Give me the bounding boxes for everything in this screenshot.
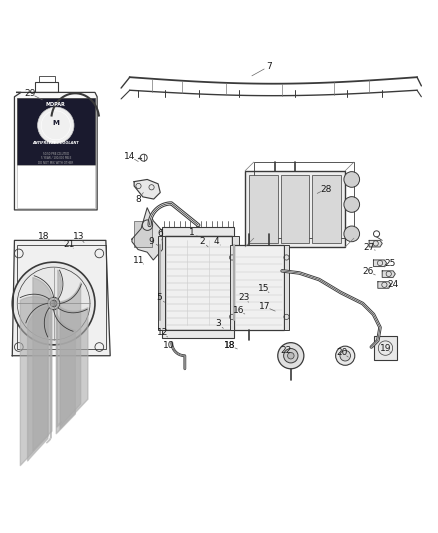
- Bar: [162, 228, 234, 236]
- Text: 16: 16: [233, 306, 244, 316]
- Circle shape: [284, 349, 298, 363]
- Text: 50/50 PRE-DILUTED: 50/50 PRE-DILUTED: [43, 151, 69, 156]
- Circle shape: [344, 226, 360, 241]
- Text: 10: 10: [163, 341, 175, 350]
- Circle shape: [336, 346, 355, 365]
- Text: 12: 12: [157, 328, 168, 337]
- Bar: [230, 245, 234, 329]
- Bar: [60, 111, 81, 137]
- Bar: [284, 245, 289, 329]
- Text: 7: 7: [266, 62, 272, 71]
- Circle shape: [288, 352, 294, 359]
- Polygon shape: [132, 208, 162, 260]
- Text: 13: 13: [73, 232, 85, 241]
- Bar: [254, 162, 354, 238]
- Bar: [165, 236, 232, 329]
- Text: 5 YEAR / 100,000 MILE: 5 YEAR / 100,000 MILE: [41, 156, 71, 160]
- Text: ANTIFREEZE / COOLANT: ANTIFREEZE / COOLANT: [32, 141, 79, 145]
- Circle shape: [344, 172, 360, 187]
- Text: 3: 3: [215, 319, 221, 328]
- Text: 18: 18: [224, 341, 236, 350]
- Text: 19: 19: [379, 344, 391, 353]
- Text: 11: 11: [133, 256, 144, 265]
- Bar: [35, 82, 58, 92]
- Text: 4: 4: [213, 237, 219, 246]
- Text: 29: 29: [24, 89, 35, 98]
- Bar: [312, 175, 341, 243]
- Text: 21: 21: [63, 240, 74, 249]
- Bar: [232, 236, 239, 329]
- Polygon shape: [382, 271, 395, 277]
- Bar: [39, 76, 55, 82]
- Text: 9: 9: [148, 237, 155, 246]
- Circle shape: [12, 262, 95, 345]
- Text: DO NOT MIX WITH OTHER: DO NOT MIX WITH OTHER: [38, 161, 74, 165]
- Circle shape: [340, 351, 350, 361]
- Text: 5: 5: [156, 293, 162, 302]
- Circle shape: [278, 343, 304, 369]
- Polygon shape: [374, 260, 387, 266]
- Bar: [158, 236, 165, 329]
- Circle shape: [50, 300, 57, 307]
- Text: 28: 28: [320, 184, 331, 193]
- Bar: [134, 221, 152, 247]
- Text: 26: 26: [363, 267, 374, 276]
- Bar: [17, 165, 95, 208]
- Circle shape: [344, 197, 360, 212]
- Text: 18: 18: [38, 232, 50, 241]
- Text: 25: 25: [385, 259, 396, 268]
- Bar: [245, 171, 345, 247]
- Text: 1: 1: [189, 228, 195, 237]
- Text: 6: 6: [157, 229, 163, 238]
- Bar: [374, 336, 397, 360]
- Circle shape: [142, 220, 152, 230]
- Bar: [281, 175, 309, 243]
- Text: 8: 8: [136, 195, 141, 204]
- Bar: [162, 329, 234, 338]
- Text: 20: 20: [336, 348, 348, 357]
- Text: 22: 22: [281, 345, 292, 354]
- Text: 15: 15: [258, 284, 269, 293]
- Bar: [17, 245, 106, 349]
- Text: 14: 14: [124, 152, 135, 161]
- Polygon shape: [12, 240, 110, 356]
- Circle shape: [47, 297, 60, 310]
- Text: 2: 2: [200, 237, 205, 246]
- Circle shape: [38, 107, 74, 143]
- Polygon shape: [14, 92, 97, 210]
- Polygon shape: [369, 240, 382, 247]
- Text: MOPAR: MOPAR: [46, 102, 66, 107]
- Text: M: M: [53, 120, 59, 126]
- Text: 27: 27: [364, 243, 375, 252]
- Polygon shape: [378, 282, 391, 288]
- Bar: [234, 245, 284, 329]
- Bar: [17, 98, 95, 165]
- Text: 17: 17: [259, 302, 270, 311]
- Text: 18: 18: [224, 341, 236, 350]
- Bar: [250, 175, 278, 243]
- Polygon shape: [134, 180, 160, 199]
- Text: 23: 23: [238, 293, 250, 302]
- Text: 24: 24: [388, 280, 399, 289]
